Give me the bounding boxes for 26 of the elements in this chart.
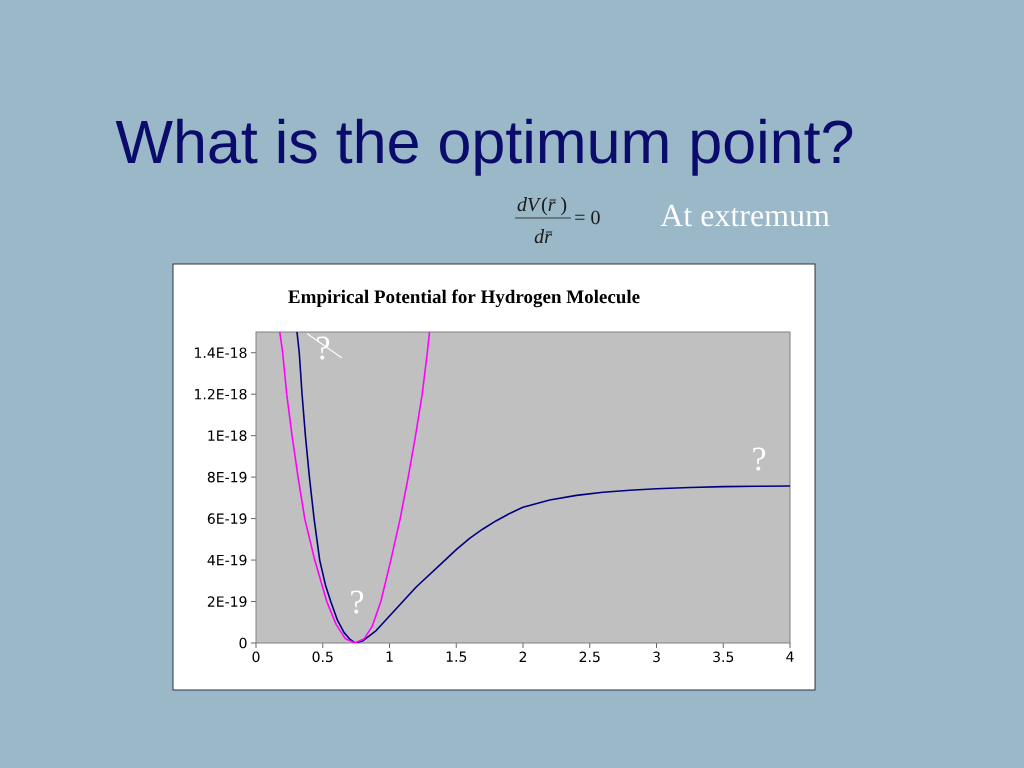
y-tick-label: 1.4E-18	[195, 347, 247, 359]
x-tick-label: 4	[786, 651, 794, 662]
y-tick-label: 1E-18	[208, 430, 247, 441]
chart-title: What is the optimum point?	[115, 118, 853, 176]
y-tick-label: 0	[239, 637, 247, 649]
y-tick-label: 4E-19	[207, 554, 247, 566]
text: At extremum	[660, 204, 830, 227]
x-tick-label: 2.5	[579, 651, 600, 663]
y-tick-label: 8E-19	[207, 471, 247, 483]
text: dr̄	[534, 229, 553, 244]
y-tick-label: 2E-19	[207, 596, 247, 607]
text: = 0	[575, 210, 600, 225]
annotation: ?	[753, 447, 766, 471]
x-tick-label: 3	[653, 651, 660, 663]
x-tick-label: 1	[386, 651, 393, 662]
chart-subtitle: Empirical Potential for Hydrogen Molecule	[288, 289, 640, 308]
y-tick-label: 6E-19	[207, 513, 247, 524]
y-tick-label: 1.2E-18	[195, 388, 247, 400]
x-tick-label: 2	[519, 651, 527, 662]
text: dV(r̄)	[517, 197, 567, 216]
x-tick-label: 0	[252, 651, 260, 663]
x-tick-label: 3.5	[713, 651, 734, 663]
x-tick-label: 1.5	[446, 651, 467, 662]
annotation: ?	[317, 336, 330, 360]
x-tick-label: 0.5	[312, 651, 333, 663]
annotation: ?	[351, 590, 364, 614]
